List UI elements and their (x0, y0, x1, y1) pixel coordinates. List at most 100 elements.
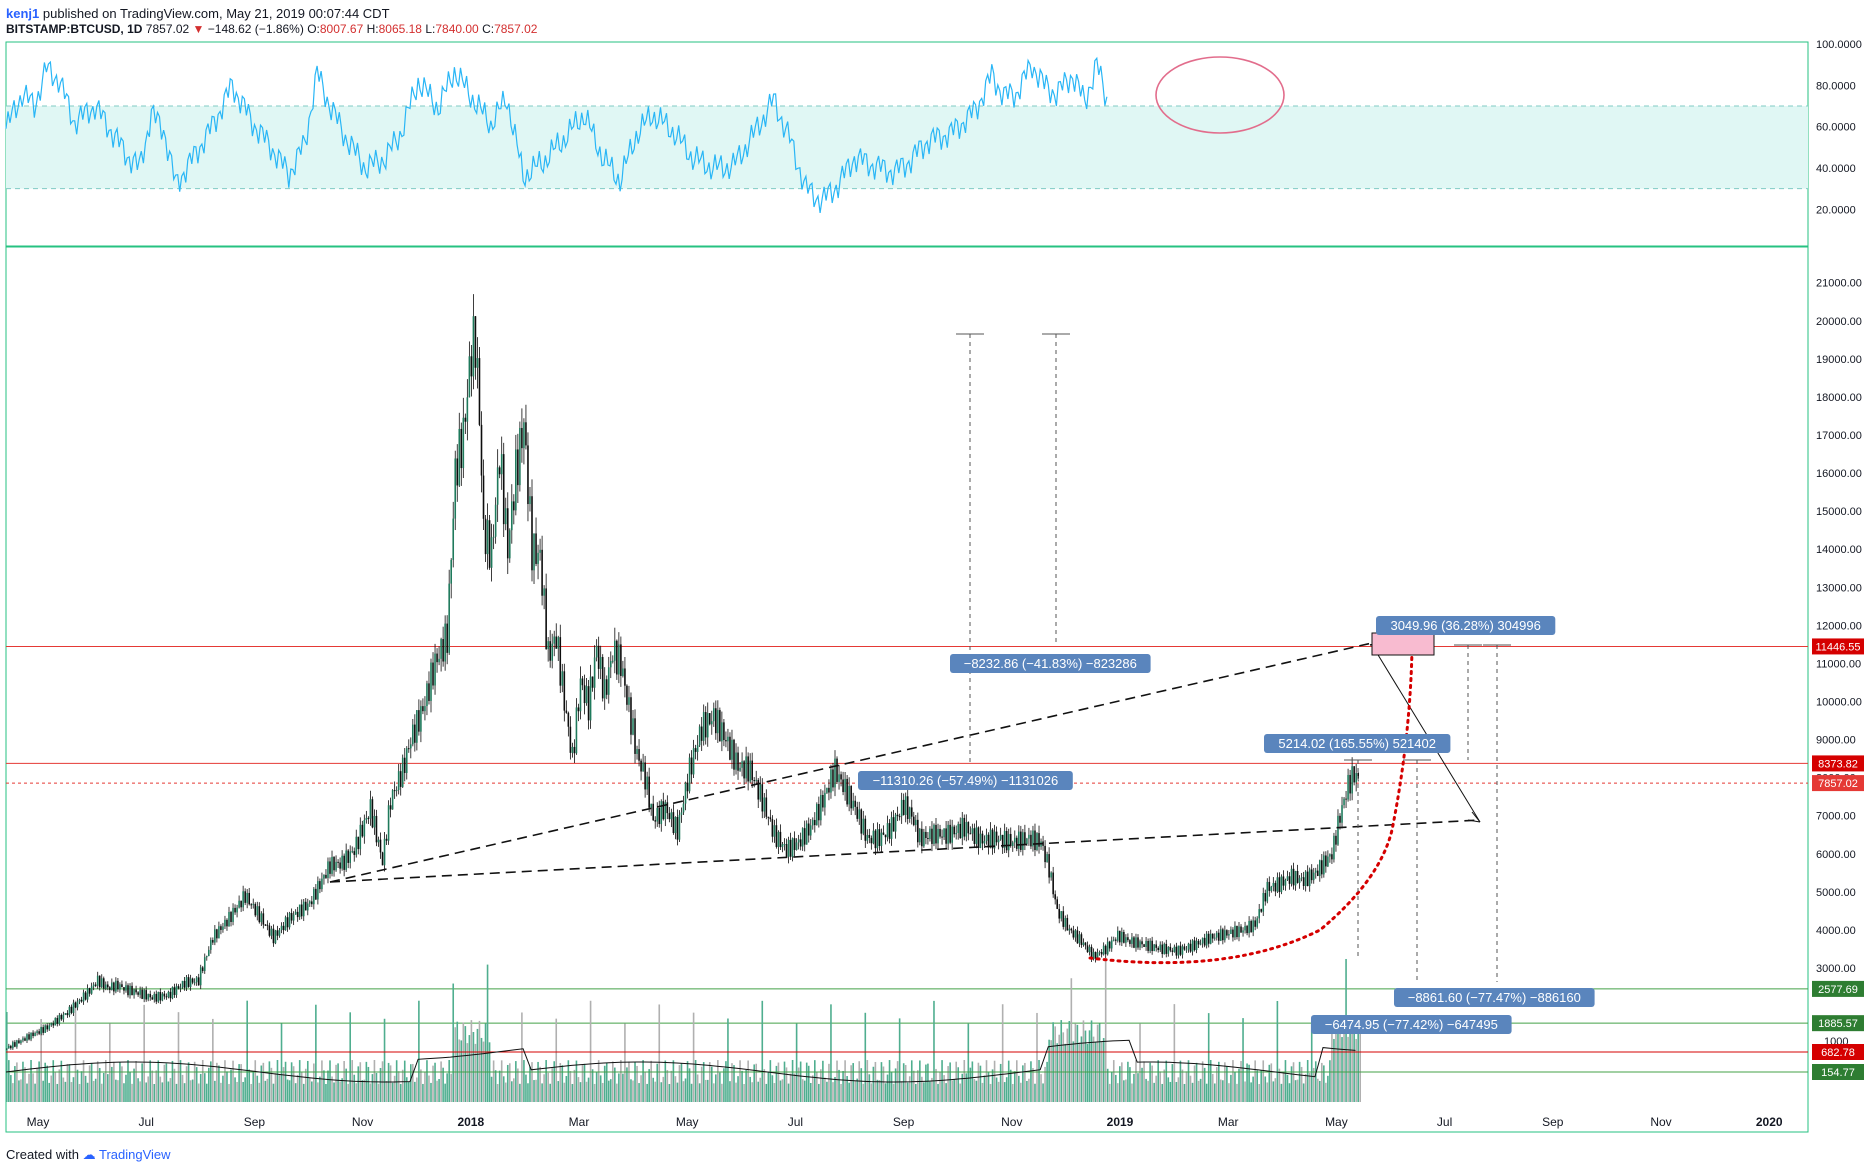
candle-body (315, 888, 317, 900)
volume-bar (161, 1082, 164, 1102)
volume-bar (94, 1078, 97, 1102)
candle-body (48, 1025, 51, 1030)
volume-bar (228, 1083, 230, 1102)
candle-body (1331, 854, 1333, 860)
volume-bar (339, 1081, 341, 1102)
candle-body (96, 975, 99, 986)
candle-body (1268, 881, 1271, 891)
candle-body (181, 980, 184, 988)
candle-body (539, 549, 541, 553)
volume-bar (72, 1077, 75, 1102)
candle-body (104, 984, 107, 989)
volume-bar (125, 1074, 127, 1102)
volume-bar (763, 1069, 766, 1102)
volume-bar (343, 1061, 345, 1102)
candle-body (1292, 868, 1295, 886)
candle-body (1308, 869, 1311, 887)
volume-bar (1110, 1072, 1113, 1102)
author-name[interactable]: kenj1 (6, 6, 40, 21)
candle-body (921, 828, 923, 847)
candle-body (846, 778, 848, 805)
volume-bar (226, 1071, 228, 1102)
candle-body (1215, 932, 1218, 938)
candle-body (1094, 951, 1097, 959)
candle-body (389, 805, 392, 810)
candle-body (1060, 911, 1063, 919)
volume-bar (674, 1076, 677, 1102)
measure-label-box (1394, 988, 1595, 1007)
candle-body (486, 520, 489, 555)
candle-body (519, 427, 521, 486)
volume-bar (717, 1060, 719, 1102)
chart-canvas[interactable]: 100.0000 80.0000 60.0000 40.0000 20.0000 2100… (0, 0, 1875, 1140)
volume-bar (1308, 1073, 1311, 1102)
candle-body (304, 901, 307, 911)
volume-bar (672, 1060, 675, 1102)
volume-bar (953, 1079, 955, 1102)
volume-bar (723, 1068, 725, 1102)
candle-body (383, 838, 386, 866)
volume-bar (1009, 1069, 1012, 1102)
candle-body (428, 683, 430, 701)
candle-body (351, 851, 354, 853)
volume-bar (1005, 1077, 1008, 1102)
volume-bar (868, 1074, 871, 1102)
volume-bar (1177, 1077, 1180, 1102)
candle-body (1018, 831, 1020, 849)
volume-bar (147, 1076, 149, 1102)
price-tick: 10000.00 (1816, 697, 1862, 709)
candle-body (1048, 854, 1050, 878)
price-tick: 12000.00 (1816, 620, 1862, 632)
candle-body (18, 1040, 20, 1044)
candle-body (381, 852, 384, 866)
volume-bar (456, 1021, 459, 1102)
candle-body (1314, 870, 1317, 873)
candle-body (343, 855, 345, 870)
candle-body (290, 912, 293, 921)
volume-bar (636, 1065, 638, 1102)
volume-bar (1353, 1024, 1355, 1102)
candle-body (955, 832, 957, 835)
volume-bar (854, 1081, 856, 1102)
candle-body (292, 914, 295, 921)
candle-body (12, 1042, 14, 1049)
candle-body (492, 536, 495, 538)
volume-bar (561, 1065, 564, 1102)
volume-bar (1191, 1082, 1194, 1102)
price-tick: 5000.00 (1816, 887, 1856, 899)
candle-body (418, 710, 420, 732)
candle-body (385, 838, 388, 841)
candle-body (179, 987, 182, 989)
candle-body (323, 874, 325, 879)
volume-bar (1050, 1040, 1052, 1102)
candle-body (195, 977, 198, 983)
candle-body (1274, 882, 1277, 892)
price-label-text: 682.78 (1821, 1047, 1855, 1059)
measure-label-text: 3049.96 (36.28%) 304996 (1390, 618, 1540, 633)
volume-bar (898, 1018, 901, 1102)
volume-bar (230, 1069, 232, 1102)
candle-body (807, 823, 810, 836)
price-label-text: 11446.55 (1815, 641, 1860, 653)
candle-body (1310, 869, 1313, 881)
tradingview-link[interactable]: TradingView (99, 1147, 171, 1162)
candle-body (395, 789, 398, 791)
candle-body (828, 787, 830, 793)
volume-bar (630, 1079, 632, 1102)
volume-bar (605, 1062, 608, 1102)
candle-body (1046, 854, 1048, 863)
candle-body (866, 834, 869, 841)
volume-bar (1323, 1065, 1325, 1102)
candle-body (1209, 933, 1212, 944)
volume-bar (1155, 1075, 1157, 1102)
volume-bar (1351, 1015, 1353, 1102)
rsi-layer (5, 56, 1808, 213)
volume-bar (278, 1073, 281, 1102)
volume-bar (603, 1065, 606, 1102)
volume-bar (1151, 1065, 1153, 1102)
candle-body (311, 901, 313, 905)
candle-body (1205, 933, 1208, 946)
volume-bar (814, 1060, 816, 1102)
volume-bar (309, 1078, 311, 1102)
candle-body (704, 712, 707, 738)
